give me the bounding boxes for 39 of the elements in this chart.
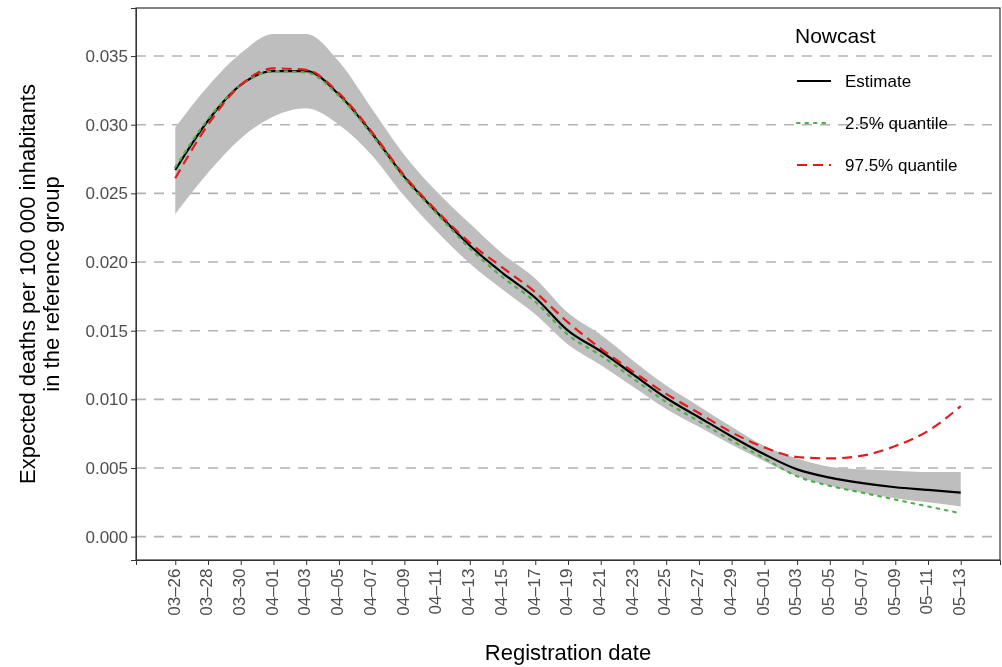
x-tick-label: 04–05 [328, 568, 348, 616]
x-tick-label: 04–01 [262, 568, 282, 616]
y-tick-label: 0.030 [85, 115, 128, 135]
x-tick-label: 04–29 [720, 568, 740, 616]
x-tick-label: 04–27 [688, 568, 708, 616]
y-tick-label: 0.020 [85, 252, 128, 272]
x-tick-label: 04–15 [491, 568, 511, 616]
x-tick-label: 05–05 [819, 568, 839, 616]
x-tick-label: 05–03 [786, 568, 806, 616]
x-tick-label: 04–23 [622, 568, 642, 616]
x-tick-label: 05–01 [753, 568, 773, 616]
x-axis-title: Registration date [484, 640, 652, 665]
legend-title: Nowcast [795, 24, 876, 47]
legend-label: 2.5% quantile [845, 113, 949, 133]
x-tick-label: 04–25 [655, 568, 675, 616]
x-tick-label: 04–21 [590, 568, 610, 616]
x-tick-label: 04–07 [360, 568, 380, 616]
y-tick-label: 0.035 [85, 47, 128, 66]
x-tick-label: 05–11 [917, 568, 937, 615]
x-tick-label: 03–30 [230, 568, 250, 616]
y-tick-label: 0.000 [85, 527, 128, 547]
x-tick-label: 04–03 [295, 568, 315, 616]
x-tick-label: 04–09 [393, 568, 413, 616]
x-tick-label: 04–19 [557, 568, 577, 616]
x-tick-label: 03–26 [164, 568, 184, 616]
legend-label: Estimate [845, 71, 912, 91]
x-tick-label: 05–07 [851, 568, 871, 616]
x-tick-label: 03–28 [197, 568, 217, 616]
x-tick-label: 05–13 [950, 568, 970, 616]
x-tick-label: 05–09 [884, 568, 904, 616]
y-tick-label: 0.015 [85, 321, 128, 341]
x-tick-label: 04–13 [459, 568, 479, 616]
y-tick-label: 0.025 [85, 184, 128, 204]
legend-label: 97.5% quantile [845, 155, 958, 175]
x-tick-label: 04–17 [524, 568, 544, 616]
y-tick-label: 0.005 [85, 458, 128, 478]
y-tick-label: 0.010 [85, 390, 128, 410]
y-axis-title: Expected deaths per 100 000 inhabitants in the reference group [15, 84, 65, 484]
x-tick-label: 04–11 [426, 568, 446, 615]
